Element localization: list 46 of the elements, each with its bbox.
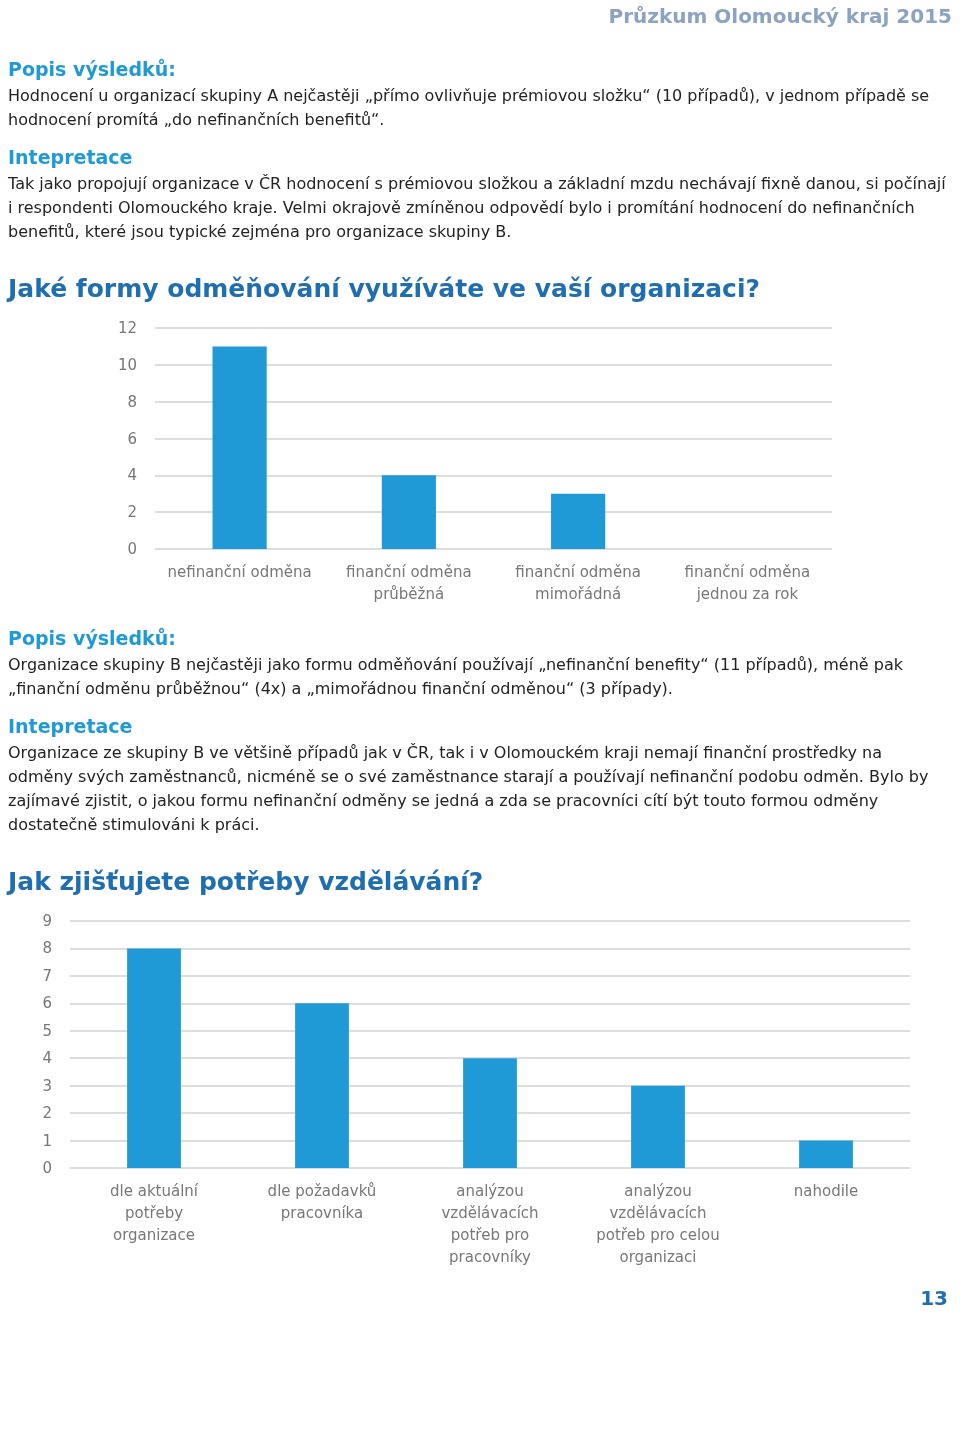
x-tick-label: dle aktuální potřeby organizace xyxy=(110,1182,199,1244)
text: Průzkum Olomoucký kraj 2015 xyxy=(607,3,953,30)
bar xyxy=(799,1140,853,1168)
y-tick-label: 2 xyxy=(127,503,137,522)
text: Tak jako propojují organizace v ČR hodnocení s prémiovou složkou a základní mzdu nechávají fixně danou, si počínají i respondenti Olomouckého kraje. Velmi okrajově zmíněnou odpovědí bylo i promítání hodnocení do nefinančních benefitů, které jsou typické zejména pro organizace skupiny B. xyxy=(8,173,947,243)
bar xyxy=(463,1058,517,1168)
text: Intepretace xyxy=(8,715,134,737)
x-tick-label: nahodile xyxy=(793,1182,859,1200)
y-tick-label: 6 xyxy=(42,994,52,1013)
y-tick-label: 6 xyxy=(127,429,137,448)
y-tick-label: 12 xyxy=(117,319,137,337)
y-tick-label: 4 xyxy=(42,1049,52,1068)
y-tick-label: 8 xyxy=(42,939,52,958)
text: Popis výsledků: xyxy=(8,627,177,649)
x-tick-label: finanční odměna průběžná xyxy=(346,563,472,603)
y-tick-label: 0 xyxy=(42,1159,52,1177)
y-tick-label: 3 xyxy=(42,1076,52,1095)
bar xyxy=(212,346,267,549)
x-tick-label: analýzou vzdělávacích potřeb pro celou organizaci xyxy=(596,1182,720,1266)
y-tick-label: 1 xyxy=(42,1131,52,1150)
chart-title: Jak zjišťujete potřeby vzdělávání? xyxy=(8,867,485,896)
y-tick-label: 2 xyxy=(42,1104,52,1123)
x-tick-label: analýzou vzdělávacích potřeb pro pracovníky xyxy=(441,1182,539,1266)
bar xyxy=(551,493,606,549)
x-tick-label: dle požadavků pracovníka xyxy=(267,1182,377,1222)
text: Hodnocení u organizací skupiny A nejčastěji „přímo ovlivňuje prémiovou složku“ (10 případů), v jednom případě se hodnocení promítá „do nefinančních benefitů“. xyxy=(8,85,931,131)
y-tick-label: 8 xyxy=(127,392,137,411)
x-tick-label: finanční odměna jednou za rok xyxy=(684,563,811,603)
y-tick-label: 5 xyxy=(42,1021,52,1040)
text: Organizace skupiny B nejčastěji jako formu odměňování používají „nefinanční benefity“ (11 případů), méně pak „finanční odměnu průběžnou“ (4x) a „mimořádnou finanční odměnou“ (3 případy). xyxy=(8,654,904,700)
bar xyxy=(381,475,436,549)
text: 13 xyxy=(919,1286,948,1310)
bar xyxy=(127,948,181,1168)
x-tick-label: nefinanční odměna xyxy=(167,563,312,581)
chart-title: Jaké formy odměňování využíváte ve vaší organizaci? xyxy=(8,274,761,303)
y-tick-label: 9 xyxy=(42,912,52,930)
bar xyxy=(631,1085,685,1168)
bar xyxy=(295,1003,349,1168)
x-tick-label: finanční odměna mimořádná xyxy=(515,563,641,603)
text: Intepretace xyxy=(8,146,134,168)
text: Popis výsledků: xyxy=(8,58,177,80)
y-tick-label: 10 xyxy=(117,355,137,374)
y-tick-label: 0 xyxy=(127,540,137,558)
y-tick-label: 4 xyxy=(127,466,137,485)
text: Organizace ze skupiny B ve většině případů jak v ČR, tak i v Olomouckém kraji nemají finanční prostředky na odměny svých zaměstnanců, nicméně se o své zaměstnance starají a používají nefinanční podobu odměn. Bylo by zajímavé zjistit, o jakou formu nefinanční odměny se jedná a zda se pracovníci cítí být touto formou odměny dostatečně stimulováni k práci. xyxy=(8,742,930,836)
y-tick-label: 7 xyxy=(42,966,52,985)
